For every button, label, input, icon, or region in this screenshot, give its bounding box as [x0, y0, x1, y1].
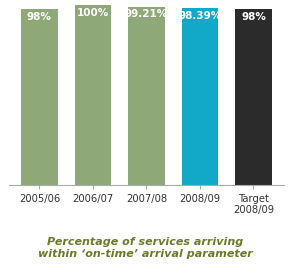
- Text: 98.39%: 98.39%: [178, 11, 222, 21]
- Bar: [128, 7, 165, 185]
- Text: Percentage of services arriving
within ‘on-time’ arrival parameter: Percentage of services arriving within ‘…: [38, 237, 252, 259]
- Text: 98%: 98%: [241, 12, 266, 22]
- Text: 99.21%: 99.21%: [125, 10, 168, 19]
- Bar: [182, 8, 218, 185]
- Text: 98%: 98%: [27, 12, 52, 22]
- Bar: [235, 9, 272, 185]
- Text: 100%: 100%: [77, 8, 109, 18]
- Bar: [21, 9, 58, 185]
- Bar: [75, 5, 111, 185]
